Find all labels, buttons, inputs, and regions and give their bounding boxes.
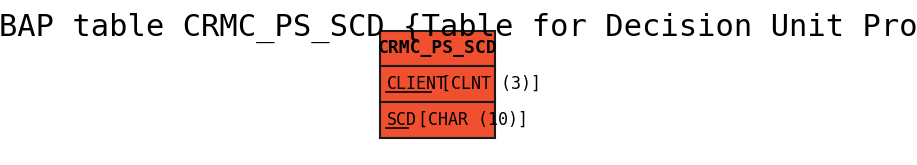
FancyBboxPatch shape <box>381 102 495 138</box>
FancyBboxPatch shape <box>381 66 495 102</box>
FancyBboxPatch shape <box>381 31 495 66</box>
Text: [CHAR (10)]: [CHAR (10)] <box>408 111 528 129</box>
Text: CLIENT: CLIENT <box>386 75 447 93</box>
Text: SAP ABAP table CRMC_PS_SCD {Table for Decision Unit Profile}: SAP ABAP table CRMC_PS_SCD {Table for De… <box>0 13 917 43</box>
Text: SCD: SCD <box>386 111 416 129</box>
Text: CRMC_PS_SCD: CRMC_PS_SCD <box>378 39 497 57</box>
Text: [CLNT (3)]: [CLNT (3)] <box>430 75 540 93</box>
